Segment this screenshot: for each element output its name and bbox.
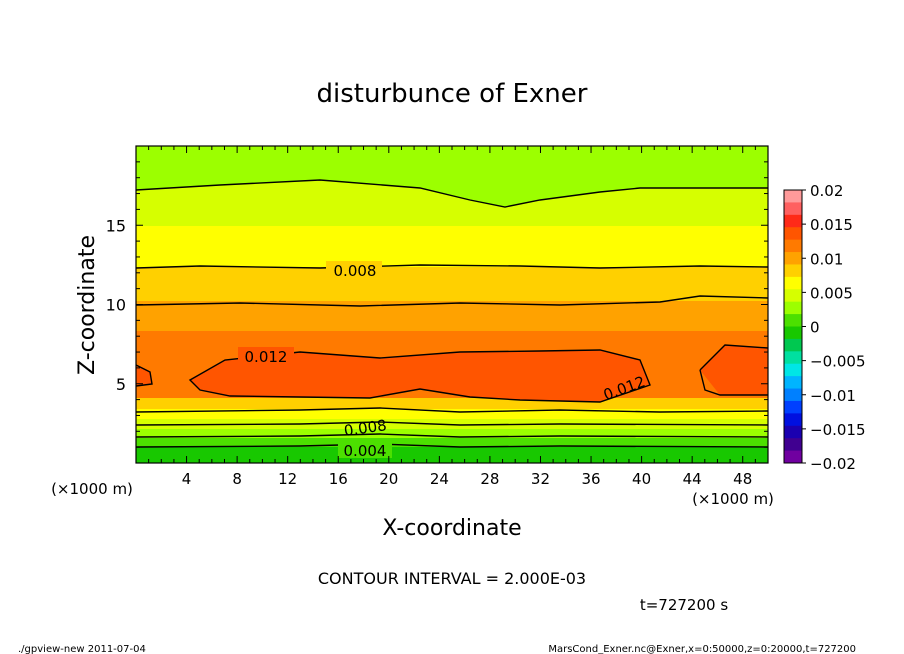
colorbar-tick-label: 0.015 (810, 216, 853, 234)
colorbar-swatch (784, 190, 802, 203)
colorbar-tick-label: −0.005 (810, 353, 866, 371)
chart-title: disturbunce of Exner (317, 79, 588, 109)
time-text: t=727200 s (640, 596, 728, 614)
colorbar-swatch (784, 214, 802, 228)
x-tick-label: 20 (379, 470, 398, 488)
colorbar-tick-label: −0.01 (810, 387, 856, 405)
x-tick-label: 36 (581, 470, 600, 488)
contour-label: 0.008 (334, 262, 377, 280)
contour-field (136, 146, 768, 463)
footer-left: ./gpview-new 2011-07-04 (18, 644, 146, 654)
x-unit-label-left: (×1000 m) (51, 480, 133, 498)
contour-lines (136, 179, 768, 448)
y-axis: 5 10 15 (106, 161, 768, 448)
x-tick-label: 16 (329, 470, 348, 488)
y-tick-label: 15 (106, 216, 126, 235)
colorbar-swatch (784, 425, 802, 439)
colorbar-swatch (784, 376, 802, 390)
colorbar-swatch (784, 301, 802, 315)
x-axis-label: X-coordinate (382, 516, 521, 541)
colorbar-swatch (784, 314, 802, 327)
colorbar-swatch (784, 388, 802, 402)
colorbar-swatch (784, 202, 802, 216)
colorbar-tick-label: 0.01 (810, 250, 843, 268)
colorbar-tick-label: 0 (810, 319, 820, 337)
colorbar-swatch (784, 351, 802, 365)
x-tick-label: 8 (232, 470, 242, 488)
x-tick-label: 44 (683, 470, 702, 488)
colorbar-swatch (784, 438, 802, 452)
y-axis-label: Z-coordinate (75, 235, 100, 375)
colorbar-tick-label: −0.015 (810, 421, 866, 439)
contour-interval-text: CONTOUR INTERVAL = 2.000E-03 (318, 569, 586, 588)
colorbar-swatch (784, 289, 802, 303)
colorbar-swatch (784, 326, 802, 340)
contour-label: 0.008 (343, 416, 388, 440)
x-unit-label-right: (×1000 m) (692, 490, 774, 508)
colorbar-swatch (784, 450, 802, 464)
colorbar: 0.02 0.015 0.01 0.005 0 −0.005 −0.01 −0.015 −0.0… (783, 182, 866, 473)
colorbar-swatch (784, 264, 802, 278)
colorbar-tick-label: 0.02 (810, 182, 843, 200)
x-tick-label: 32 (531, 470, 550, 488)
contour-label: 0.004 (344, 442, 387, 460)
colorbar-tick-label: 0.005 (810, 284, 853, 302)
footer-right: MarsCond_Exner.nc@Exner,x=0:50000,z=0:20… (548, 644, 856, 654)
colorbar-swatch (784, 276, 802, 290)
x-tick-label: 28 (480, 470, 499, 488)
colorbar-swatch (784, 413, 802, 427)
x-tick-label: 24 (430, 470, 449, 488)
y-tick-label: 5 (116, 375, 126, 394)
colorbar-swatch (784, 227, 802, 241)
x-axis: 4 8 12 16 20 24 28 32 36 40 44 48 (148, 146, 756, 488)
x-tick-label: 4 (182, 470, 192, 488)
colorbar-swatch (784, 338, 802, 352)
x-tick-label: 40 (632, 470, 651, 488)
colorbar-swatch (784, 363, 802, 377)
colorbar-swatch (784, 400, 802, 414)
colorbar-tick-label: −0.02 (810, 455, 856, 473)
contour-label: 0.012 (245, 348, 288, 366)
colorbar-swatch (784, 252, 802, 265)
colorbar-swatch (784, 239, 802, 253)
y-tick-label: 10 (106, 296, 126, 315)
x-tick-label: 48 (733, 470, 752, 488)
x-tick-label: 12 (278, 470, 297, 488)
